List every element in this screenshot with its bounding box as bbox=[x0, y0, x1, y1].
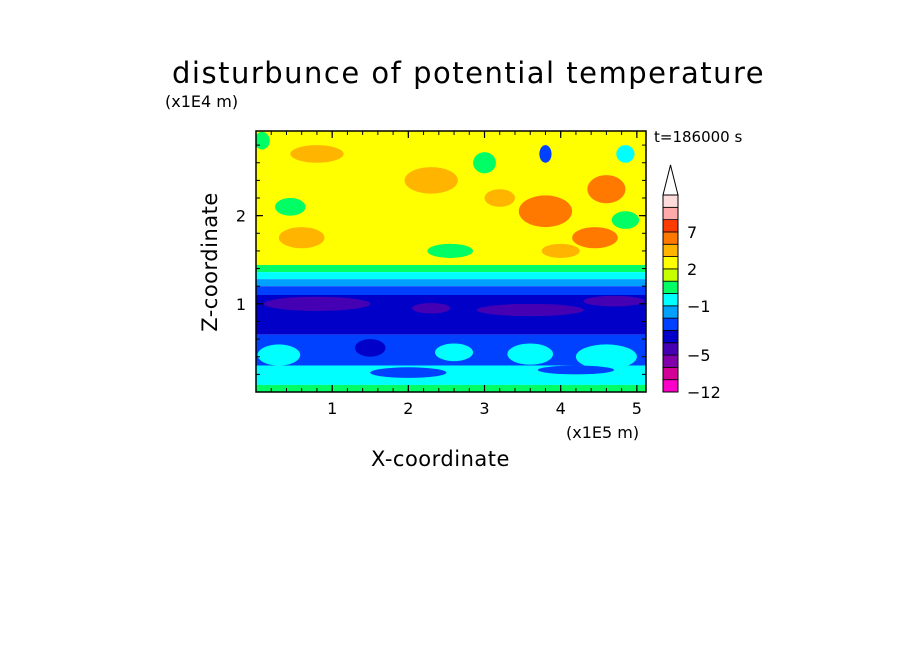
contour-blob bbox=[484, 189, 515, 207]
contour-blob bbox=[435, 343, 474, 362]
colorbar-swatch bbox=[662, 379, 679, 393]
contour-band bbox=[256, 384, 646, 392]
colorbar-tick-label: −1 bbox=[687, 297, 711, 316]
contour-blob bbox=[275, 198, 306, 216]
chart-title: disturbunce of potential temperature bbox=[172, 56, 766, 90]
colorbar-swatch bbox=[662, 219, 679, 233]
colorbar-swatch bbox=[662, 231, 679, 245]
x-tick-label: 3 bbox=[479, 399, 489, 418]
contour-blob bbox=[427, 243, 474, 258]
x-tick-label: 2 bbox=[403, 399, 413, 418]
colorbar-extend-arrow bbox=[662, 164, 679, 196]
axis-ticks: 1 2 3 4 5 1 2 bbox=[236, 131, 646, 418]
x-tick-label: 4 bbox=[556, 399, 566, 418]
contour-blob bbox=[572, 227, 618, 249]
contour-blob bbox=[473, 152, 496, 174]
colorbar-frame bbox=[662, 194, 679, 393]
x-tick-label: 5 bbox=[632, 399, 642, 418]
contour-blob bbox=[518, 195, 573, 228]
x-tick-label: 1 bbox=[327, 399, 337, 418]
colorbar-swatch bbox=[662, 280, 679, 294]
contour-blob bbox=[587, 175, 626, 204]
contour-blob bbox=[539, 145, 552, 163]
time-label: t=186000 s bbox=[654, 128, 743, 146]
contour-blob bbox=[278, 227, 325, 249]
colorbar-tick-label: −12 bbox=[687, 383, 721, 402]
contour-blob bbox=[575, 344, 637, 370]
plot-frame bbox=[255, 130, 647, 393]
y-tick-label: 1 bbox=[236, 295, 246, 314]
colorbar-swatch bbox=[662, 268, 679, 282]
contour-blob bbox=[583, 295, 645, 307]
colorbar-swatch bbox=[662, 243, 679, 257]
contour-field bbox=[256, 131, 646, 392]
colorbar-swatch bbox=[662, 330, 679, 344]
contour-blob bbox=[263, 296, 371, 311]
colorbar-tick-label: 7 bbox=[687, 223, 697, 242]
colorbar-swatch bbox=[662, 317, 679, 331]
contour-band bbox=[256, 272, 646, 280]
contour-blob bbox=[616, 145, 635, 163]
contour-band bbox=[256, 265, 646, 273]
contour-blob bbox=[404, 167, 458, 194]
contour-blob bbox=[257, 344, 301, 366]
contour-blob bbox=[507, 343, 554, 365]
contour-blob bbox=[412, 302, 451, 314]
contour-band bbox=[256, 286, 646, 296]
colorbar-swatch bbox=[662, 305, 679, 319]
colorbar-swatch bbox=[662, 194, 679, 208]
contour-blob bbox=[537, 365, 615, 375]
colorbar-swatch bbox=[662, 256, 679, 270]
colorbar-swatch bbox=[662, 354, 679, 368]
contour-blob bbox=[290, 145, 344, 163]
colorbar-swatch bbox=[662, 342, 679, 356]
contour-blob bbox=[370, 367, 447, 378]
contour-blob bbox=[611, 211, 640, 229]
contour-blob bbox=[256, 131, 270, 150]
colorbar-swatch bbox=[662, 366, 679, 381]
contour-blob bbox=[541, 243, 580, 258]
y-tick-label: 2 bbox=[236, 207, 246, 226]
colorbar-swatch bbox=[662, 206, 679, 221]
colorbar-tick-label: 2 bbox=[687, 260, 697, 279]
colorbar-swatch bbox=[662, 293, 679, 307]
contour-blob bbox=[355, 339, 386, 357]
x-axis-scale-label: (x1E5 m) bbox=[566, 423, 640, 442]
contour-band bbox=[256, 279, 646, 287]
contour-blob bbox=[476, 303, 584, 317]
colorbar: −12−5−127 bbox=[662, 164, 721, 402]
colorbar-tick-label: −5 bbox=[687, 346, 711, 365]
x-axis-title: X-coordinate bbox=[371, 447, 510, 471]
y-axis-scale-label: (x1E4 m) bbox=[165, 92, 239, 111]
